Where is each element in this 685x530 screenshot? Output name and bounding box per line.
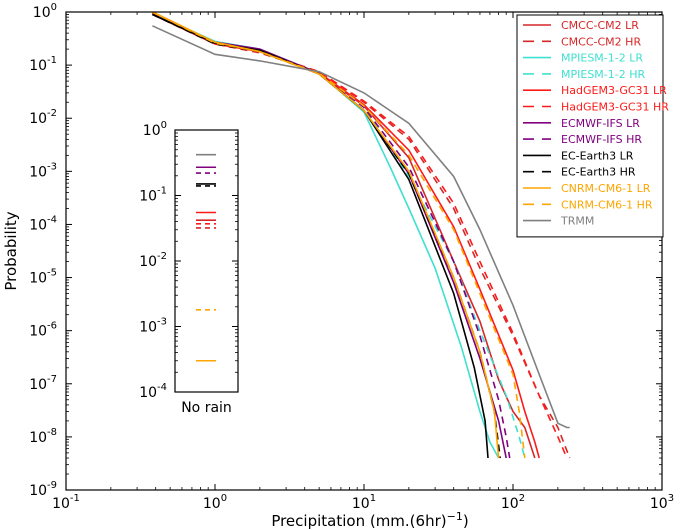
legend-label-ec-earth3-lr: EC-Earth3 LR (561, 149, 634, 162)
y-axis-label: Probability (2, 211, 20, 290)
x-tick-label: 103 (650, 493, 674, 512)
legend-label-mpiesm-1-2-hr: MPIESM-1-2 HR (561, 68, 645, 81)
x-axis-label: Precipitation (mm.(6hr)−1) (271, 510, 468, 530)
inset-background (175, 130, 238, 392)
series-line-cnrm-cm6-1-hr (152, 12, 526, 459)
inset-tick-label: 10-1 (139, 186, 167, 205)
legend-label-ecmwf-ifs-hr: ECMWF-IFS HR (561, 133, 642, 146)
y-tick-label: 10-7 (29, 374, 57, 393)
inset-tick-label: 10-4 (139, 382, 167, 401)
y-tick-label: 100 (33, 2, 57, 21)
inset-frame (174, 129, 239, 393)
y-tick-label: 10-3 (29, 161, 57, 180)
x-tick-label: 100 (203, 493, 227, 512)
no-rain-inset: 100 10-1 10-2 10-3 10-4 No rain (139, 120, 239, 416)
legend-label-cmcc-cm2-lr: CMCC-CM2 LR (561, 19, 639, 32)
y-tick-label: 10-1 (29, 55, 57, 74)
series-line-trmm (152, 25, 570, 429)
x-tick-label: 10-1 (52, 493, 80, 512)
y-tick-label: 10-4 (29, 214, 57, 233)
series-line-cnrm-cm6-1-lr (152, 12, 500, 459)
x-tick-label: 101 (352, 493, 376, 512)
legend-label-ec-earth3-hr: EC-Earth3 HR (561, 166, 636, 179)
series-line-cmcc-cm2-hr (152, 12, 571, 459)
y-tick-label: 10-2 (29, 108, 57, 127)
series-group (152, 12, 571, 459)
y-tick-label: 10-6 (29, 321, 57, 340)
inset-tick-label: 100 (143, 120, 167, 139)
y-tick-label: 10-5 (29, 268, 57, 287)
legend-box (516, 14, 664, 238)
legend-label-cnrm-cm6-1-hr: CNRM-CM6-1 HR (561, 198, 653, 211)
legend-label-cmcc-cm2-hr: CMCC-CM2 HR (561, 35, 641, 48)
inset-label-no-rain: No rain (181, 400, 232, 416)
legend-label-trmm: TRMM (560, 215, 594, 228)
legend-label-cnrm-cm6-1-lr: CNRM-CM6-1 LR (561, 182, 651, 195)
x-tick-label: 102 (501, 493, 525, 512)
legend-label-ecmwf-ifs-lr: ECMWF-IFS LR (561, 117, 640, 130)
legend-label-hadgem3-gc31-hr: HadGEM3-GC31 HR (561, 101, 669, 114)
y-tick-label: 10-9 (29, 480, 57, 499)
y-tick-label: 10-8 (29, 427, 57, 446)
plot-frame (65, 11, 663, 491)
legend-label-mpiesm-1-2-lr: MPIESM-1-2 LR (561, 52, 643, 65)
main-plot-area: 10-1 100 101 102 103 100 10-1 10-2 10-3 10-4 10-5 1… (2, 2, 674, 530)
series-line-hadgem3-gc31-hr (152, 12, 568, 459)
inset-tick-label: 10-3 (139, 317, 167, 336)
inset-tick-label: 10-2 (139, 251, 167, 270)
legend-label-hadgem3-gc31-lr: HadGEM3-GC31 LR (561, 84, 667, 97)
legend: CMCC-CM2 LR CMCC-CM2 HR MPIESM-1-2 LR MPIES… (516, 14, 669, 238)
